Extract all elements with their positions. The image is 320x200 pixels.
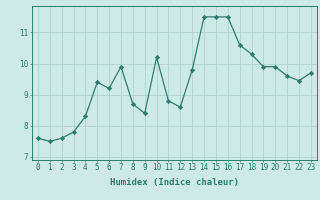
X-axis label: Humidex (Indice chaleur): Humidex (Indice chaleur)	[110, 178, 239, 187]
